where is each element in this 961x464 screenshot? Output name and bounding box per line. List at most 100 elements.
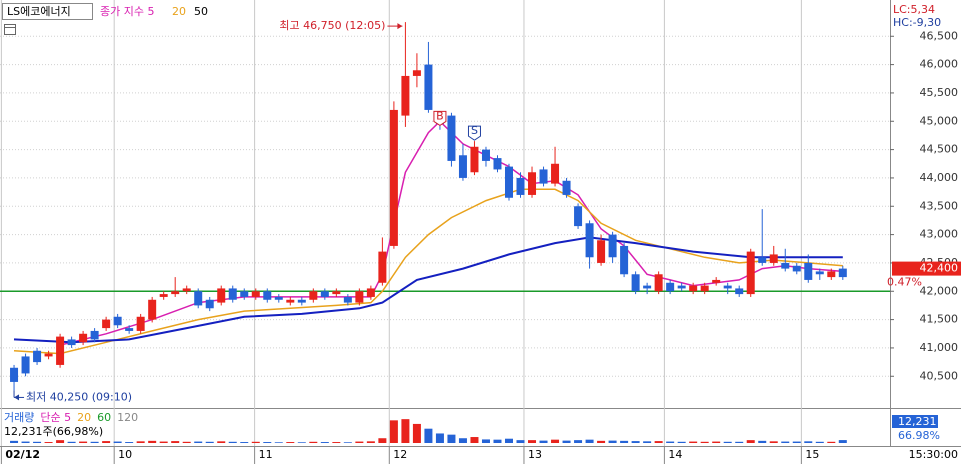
y-tick-label: 46,500 xyxy=(920,29,959,42)
x-tick-label: 13 xyxy=(528,448,542,461)
low-annotation: 최저 40,250 (09:10) xyxy=(26,390,132,403)
candle-body xyxy=(447,115,456,161)
volume-bar xyxy=(240,442,249,443)
volume-bar xyxy=(493,439,502,443)
volume-bar xyxy=(148,440,157,443)
candle-body xyxy=(33,350,42,363)
y-tick-label: 41,500 xyxy=(920,313,959,326)
candle-body xyxy=(355,291,364,303)
candle-body xyxy=(113,316,122,326)
y-tick-label: 43,000 xyxy=(920,228,959,241)
high-arrow-head xyxy=(397,23,403,30)
volume-bar xyxy=(56,440,65,443)
candle-body xyxy=(504,166,513,198)
volume-bar xyxy=(585,439,594,443)
volume-bar xyxy=(435,433,444,443)
x-tick-label: 12 xyxy=(393,448,407,461)
volume-bar xyxy=(412,423,421,443)
x-tick-label: 14 xyxy=(668,448,682,461)
volume-bar xyxy=(10,440,19,443)
volume-bar xyxy=(343,442,352,443)
candle-body xyxy=(10,367,19,382)
candle-body xyxy=(148,299,157,320)
candle-body xyxy=(44,353,53,357)
low-arrow-head xyxy=(14,394,20,401)
volume-bar xyxy=(470,437,479,443)
volume-bar xyxy=(781,441,790,443)
volume-bar xyxy=(712,441,721,443)
candle-body xyxy=(424,64,433,110)
volume-bar xyxy=(90,441,99,443)
volume-bar xyxy=(758,440,767,443)
candle-body xyxy=(21,356,30,374)
signal-marker xyxy=(433,110,447,127)
volume-bar xyxy=(366,441,375,443)
volume-bar xyxy=(102,441,111,443)
volume-bar xyxy=(815,441,824,443)
volume-bar xyxy=(481,439,490,443)
volume-bar xyxy=(389,420,398,443)
y-tick-label: 42,000 xyxy=(920,284,959,297)
volume-bar xyxy=(263,442,272,443)
last-price: 42,400 xyxy=(920,262,959,275)
candle-body xyxy=(827,271,836,278)
candle-body xyxy=(320,291,329,297)
volume-ratio: 66.98% xyxy=(898,429,940,442)
legend-entry: 50 xyxy=(194,5,208,18)
candle-body xyxy=(746,251,755,295)
volume-bar xyxy=(21,441,30,443)
volume-bar xyxy=(67,441,76,443)
y-tick-label: 40,500 xyxy=(920,369,959,382)
candle-body xyxy=(677,285,686,289)
hc-label: HC:-9,30 xyxy=(893,16,941,29)
candle-body xyxy=(171,291,180,295)
candle-body xyxy=(240,291,249,297)
candle-body xyxy=(481,149,490,161)
y-tick-label: 44,000 xyxy=(920,171,959,184)
volume-bar xyxy=(355,441,364,443)
stock-name[interactable]: LS에코에너지 xyxy=(7,5,71,18)
volume-bar xyxy=(217,441,226,443)
volume-bar xyxy=(79,441,88,443)
candle-body xyxy=(631,274,640,292)
candle-body xyxy=(389,109,398,246)
candle-body xyxy=(769,254,778,263)
last-volume: 12,231 xyxy=(898,415,937,428)
volume-bar xyxy=(205,441,214,443)
volume-bar xyxy=(631,441,640,443)
volume-bar xyxy=(332,442,341,443)
volume-bar xyxy=(689,441,698,443)
volume-bar xyxy=(574,440,583,443)
x-tick-label: 11 xyxy=(259,448,273,461)
x-tick-label: 10 xyxy=(118,448,132,461)
volume-bar xyxy=(504,438,513,443)
x-end-label: 15:30:00 xyxy=(909,448,958,461)
candle-body xyxy=(815,271,824,275)
stock-name-box[interactable] xyxy=(2,3,93,20)
candle-body xyxy=(366,288,375,297)
volume-bar xyxy=(677,441,686,443)
candle-body xyxy=(136,316,145,331)
candle-body xyxy=(194,291,203,306)
volume-bar xyxy=(597,440,606,443)
candle-body xyxy=(493,158,502,170)
candle-body xyxy=(574,206,583,227)
candle-body xyxy=(608,234,617,258)
volume-bar xyxy=(286,442,295,443)
candle-body xyxy=(205,299,214,309)
candle-body xyxy=(838,268,847,278)
candle-body xyxy=(551,163,560,184)
y-tick-label: 45,500 xyxy=(920,86,959,99)
candle-body xyxy=(102,319,111,329)
candle-body xyxy=(251,291,260,297)
volume-bar xyxy=(666,441,675,443)
y-tick-label: 41,000 xyxy=(920,341,959,354)
calendar-icon[interactable] xyxy=(4,24,16,35)
signal-marker xyxy=(467,125,481,141)
volume-bar xyxy=(539,440,548,443)
candle-body xyxy=(620,245,629,275)
candle-body xyxy=(401,75,410,116)
volume-bar xyxy=(643,441,652,443)
volume-bar xyxy=(378,438,387,443)
volume-bar xyxy=(113,441,122,443)
